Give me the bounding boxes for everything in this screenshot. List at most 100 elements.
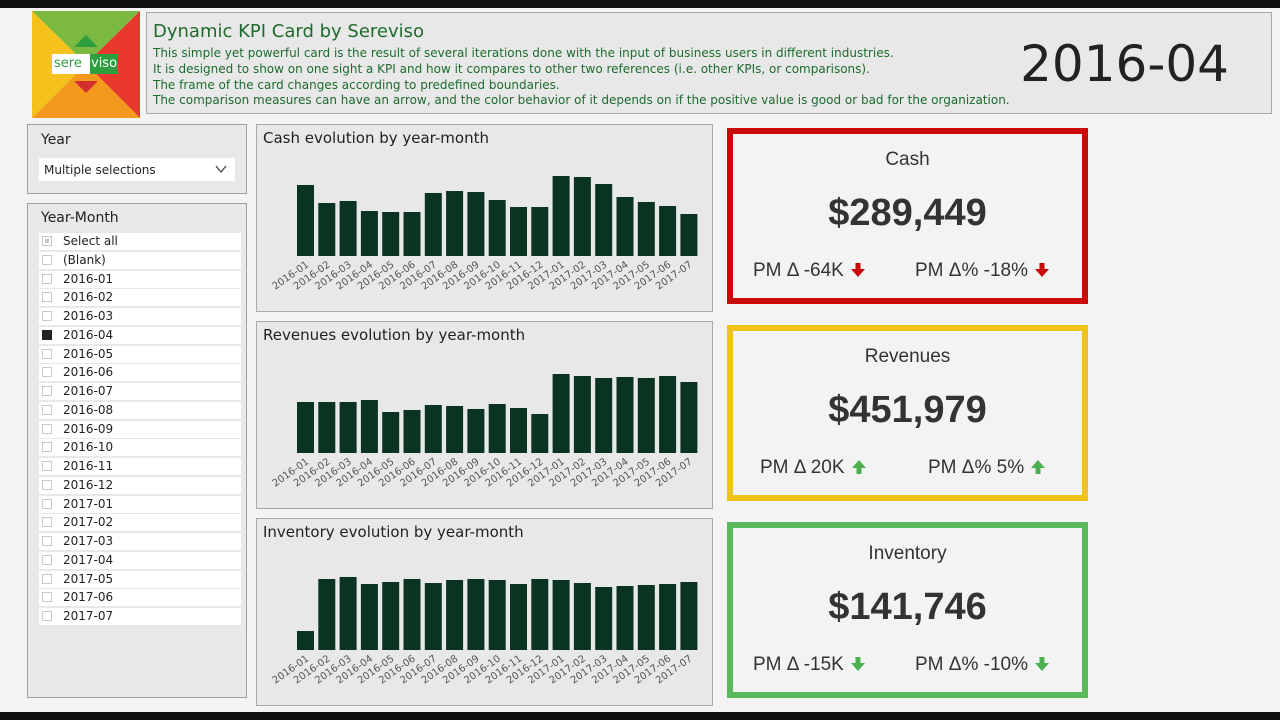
bar[interactable] <box>318 402 336 453</box>
bar[interactable] <box>637 585 655 650</box>
bar[interactable] <box>510 207 527 256</box>
bar[interactable] <box>616 197 634 256</box>
bar[interactable] <box>488 580 506 650</box>
bar[interactable] <box>659 206 677 256</box>
bar[interactable] <box>446 191 464 256</box>
year-dropdown[interactable]: Multiple selections <box>39 158 235 181</box>
year-month-option[interactable]: 2017-05 <box>39 570 241 588</box>
year-month-option[interactable]: 2016-10 <box>39 439 241 457</box>
bar[interactable] <box>446 580 464 650</box>
year-month-option[interactable]: 2016-12 <box>39 476 241 494</box>
bar[interactable] <box>297 402 314 453</box>
bar[interactable] <box>573 376 591 453</box>
year-month-option[interactable]: 2016-11 <box>39 458 241 475</box>
bar[interactable] <box>637 202 655 256</box>
checkbox[interactable] <box>42 592 52 603</box>
year-month-option[interactable]: 2016-06 <box>39 364 241 382</box>
bar[interactable] <box>424 193 442 256</box>
bar[interactable] <box>467 409 485 453</box>
checkbox[interactable] <box>42 498 52 509</box>
checkbox[interactable] <box>42 329 52 340</box>
bar[interactable] <box>446 406 464 453</box>
bar[interactable] <box>531 414 549 453</box>
year-month-option[interactable]: 2017-07 <box>39 608 241 625</box>
year-month-option[interactable]: 2017-06 <box>39 589 241 607</box>
year-month-option[interactable]: 2017-01 <box>39 495 241 513</box>
checkbox[interactable] <box>42 611 52 621</box>
year-month-option[interactable]: 2016-01 <box>39 270 241 288</box>
checkbox[interactable] <box>42 386 52 396</box>
year-month-option[interactable]: (Blank) <box>39 251 241 269</box>
checkbox[interactable] <box>42 536 52 546</box>
bar[interactable] <box>531 579 549 650</box>
checkbox[interactable] <box>42 404 52 415</box>
checkbox[interactable] <box>42 254 52 265</box>
checkbox[interactable] <box>42 236 52 246</box>
bar[interactable] <box>659 584 677 650</box>
bar[interactable] <box>339 577 357 650</box>
bar[interactable] <box>382 212 400 256</box>
bar[interactable] <box>552 580 570 650</box>
bar[interactable] <box>382 582 400 650</box>
bar[interactable] <box>680 582 698 650</box>
checkbox[interactable] <box>42 311 52 321</box>
bar[interactable] <box>318 203 336 256</box>
year-month-option[interactable]: 2016-04 <box>39 326 241 344</box>
bar[interactable] <box>637 378 655 453</box>
year-month-option[interactable]: 2017-03 <box>39 533 241 550</box>
bar[interactable] <box>467 579 485 650</box>
year-month-option[interactable]: 2017-02 <box>39 514 241 532</box>
checkbox[interactable] <box>42 442 52 453</box>
year-month-option[interactable]: 2016-02 <box>39 289 241 307</box>
bar[interactable] <box>680 382 698 453</box>
bar[interactable] <box>595 587 613 650</box>
bar[interactable] <box>531 207 549 256</box>
bar[interactable] <box>297 185 314 256</box>
bar[interactable] <box>659 376 677 453</box>
checkbox[interactable] <box>42 367 52 378</box>
bar[interactable] <box>382 412 400 453</box>
checkbox[interactable] <box>42 573 52 584</box>
checkbox[interactable] <box>42 461 52 471</box>
bar[interactable] <box>488 404 506 453</box>
year-month-option[interactable]: 2016-08 <box>39 401 241 419</box>
bar[interactable] <box>360 211 378 256</box>
bar[interactable] <box>510 408 527 453</box>
bar[interactable] <box>403 212 421 256</box>
year-month-option[interactable]: 2016-09 <box>39 420 241 438</box>
checkbox[interactable] <box>42 479 52 490</box>
bar[interactable] <box>680 214 698 256</box>
bar[interactable] <box>573 177 591 256</box>
year-month-option[interactable]: Select all <box>39 233 241 250</box>
checkbox[interactable] <box>42 423 52 434</box>
bar[interactable] <box>488 200 506 256</box>
bar[interactable] <box>552 176 570 256</box>
checkbox[interactable] <box>42 554 52 565</box>
bar[interactable] <box>339 201 357 256</box>
bar[interactable] <box>403 579 421 650</box>
bar[interactable] <box>616 377 634 453</box>
bar[interactable] <box>403 410 421 453</box>
year-month-option[interactable]: 2016-03 <box>39 308 241 325</box>
bar[interactable] <box>467 192 485 256</box>
checkbox[interactable] <box>42 517 52 528</box>
bar[interactable] <box>573 583 591 650</box>
bar[interactable] <box>595 184 613 256</box>
bar[interactable] <box>510 584 527 650</box>
checkbox[interactable] <box>42 292 52 303</box>
year-month-option[interactable]: 2017-04 <box>39 551 241 569</box>
year-month-option[interactable]: 2016-07 <box>39 383 241 400</box>
bar[interactable] <box>595 378 613 453</box>
year-month-option[interactable]: 2016-05 <box>39 345 241 363</box>
bar[interactable] <box>339 402 357 453</box>
bar[interactable] <box>318 579 336 650</box>
bar[interactable] <box>424 583 442 650</box>
bar[interactable] <box>616 586 634 650</box>
bar[interactable] <box>360 400 378 453</box>
checkbox[interactable] <box>42 348 52 359</box>
bar[interactable] <box>424 405 442 453</box>
bar[interactable] <box>552 374 570 453</box>
checkbox[interactable] <box>42 273 52 284</box>
bar[interactable] <box>297 631 314 650</box>
bar[interactable] <box>360 584 378 650</box>
